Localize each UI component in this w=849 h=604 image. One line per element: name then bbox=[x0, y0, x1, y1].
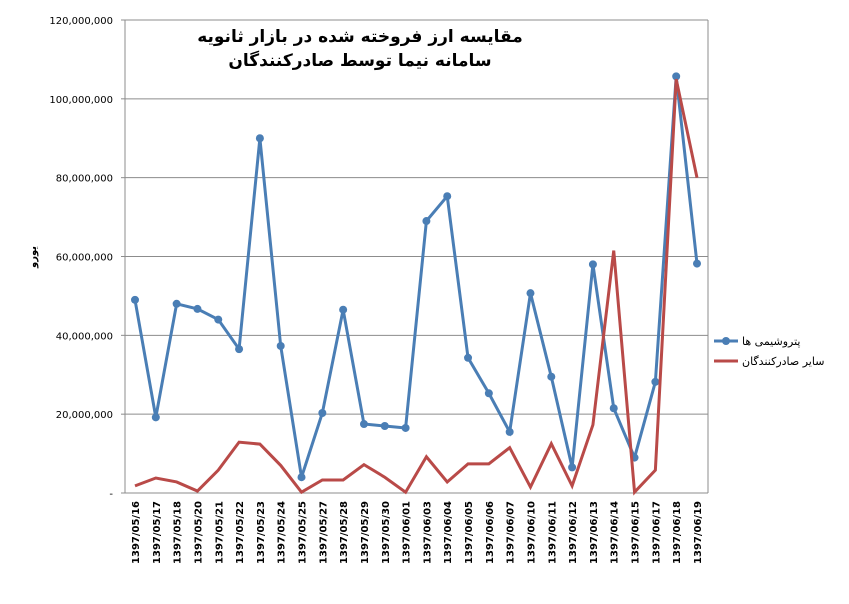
x-tick-label: 1397/05/21 bbox=[214, 501, 225, 564]
x-tick-label: 1397/05/24 bbox=[277, 501, 288, 564]
data-point bbox=[276, 341, 285, 350]
x-tick-label: 1397/05/17 bbox=[152, 501, 163, 564]
x-tick-label: 1397/06/06 bbox=[485, 501, 496, 564]
legend-marker bbox=[722, 337, 730, 345]
x-tick-label: 1397/06/19 bbox=[693, 501, 704, 564]
data-point bbox=[484, 389, 493, 398]
legend-label: پتروشیمی ها bbox=[742, 335, 800, 348]
data-point bbox=[151, 413, 160, 422]
x-tick-label: 1397/06/10 bbox=[526, 501, 537, 564]
x-tick-label: 1397/06/04 bbox=[443, 501, 454, 564]
data-point bbox=[609, 404, 618, 413]
data-point bbox=[526, 289, 535, 298]
x-tick-label: 1397/05/30 bbox=[381, 501, 392, 564]
x-tick-label: 1397/05/29 bbox=[360, 501, 371, 564]
y-tick-label: 60,000,000 bbox=[56, 253, 113, 264]
data-point bbox=[193, 304, 202, 313]
x-tick-label: 1397/06/03 bbox=[422, 501, 433, 564]
x-tick-label: 1397/05/22 bbox=[235, 501, 246, 564]
data-point bbox=[318, 408, 327, 417]
chart-title: سامانه نیما توسط صادرکنندگان bbox=[228, 50, 491, 71]
x-tick-label: 1397/05/28 bbox=[339, 501, 350, 564]
x-tick-label: 1397/05/20 bbox=[193, 501, 204, 564]
chart-title: مقایسه ارز فروخته شده در بازار ثانویه bbox=[197, 27, 523, 47]
series-line bbox=[134, 78, 699, 496]
x-tick-label: 1397/05/16 bbox=[131, 501, 142, 564]
x-tick-label: 1397/06/14 bbox=[610, 501, 621, 564]
data-point bbox=[568, 463, 577, 472]
y-tick-label: 80,000,000 bbox=[56, 174, 113, 185]
data-point bbox=[214, 315, 223, 324]
x-tick-label: 1397/06/07 bbox=[506, 501, 517, 564]
y-tick-label: 100,000,000 bbox=[49, 95, 113, 106]
data-point bbox=[547, 372, 556, 381]
data-point bbox=[172, 299, 181, 308]
x-tick-label: 1397/06/17 bbox=[651, 501, 662, 564]
legend-label: سایر صادرکنندگان bbox=[742, 355, 824, 368]
x-tick-label: 1397/06/12 bbox=[568, 501, 579, 564]
y-tick-label: 40,000,000 bbox=[56, 331, 113, 342]
data-point bbox=[131, 295, 139, 304]
x-tick-label: 1397/05/25 bbox=[298, 501, 309, 564]
data-point bbox=[464, 353, 473, 362]
x-tick-label: 1397/05/18 bbox=[173, 501, 184, 564]
x-tick-label: 1397/06/18 bbox=[672, 501, 683, 564]
x-tick-label: 1397/05/27 bbox=[318, 501, 329, 564]
y-tick-label: 20,000,000 bbox=[56, 410, 113, 421]
data-point bbox=[588, 260, 597, 269]
data-point bbox=[339, 305, 348, 314]
data-point bbox=[401, 423, 410, 432]
y-tick-label: 120,000,000 bbox=[49, 16, 113, 27]
data-point bbox=[651, 377, 660, 386]
data-point bbox=[359, 420, 368, 429]
x-tick-label: 1397/05/23 bbox=[256, 501, 267, 564]
x-tick-label: 1397/06/05 bbox=[464, 501, 475, 564]
data-point bbox=[443, 192, 452, 201]
data-point bbox=[672, 72, 681, 81]
data-point bbox=[505, 427, 514, 436]
y-tick-label: - bbox=[109, 489, 113, 500]
x-tick-label: 1397/06/01 bbox=[402, 501, 413, 564]
x-tick-label: 1397/06/15 bbox=[631, 501, 642, 564]
data-point bbox=[255, 134, 264, 143]
data-point bbox=[693, 259, 701, 268]
data-point bbox=[235, 345, 244, 354]
data-point bbox=[297, 473, 306, 482]
x-tick-label: 1397/06/13 bbox=[589, 501, 600, 564]
data-point bbox=[422, 217, 431, 226]
y-axis-label: یورو bbox=[28, 246, 39, 269]
x-tick-label: 1397/06/11 bbox=[547, 501, 558, 564]
series-line bbox=[133, 76, 699, 478]
data-point bbox=[380, 421, 389, 430]
